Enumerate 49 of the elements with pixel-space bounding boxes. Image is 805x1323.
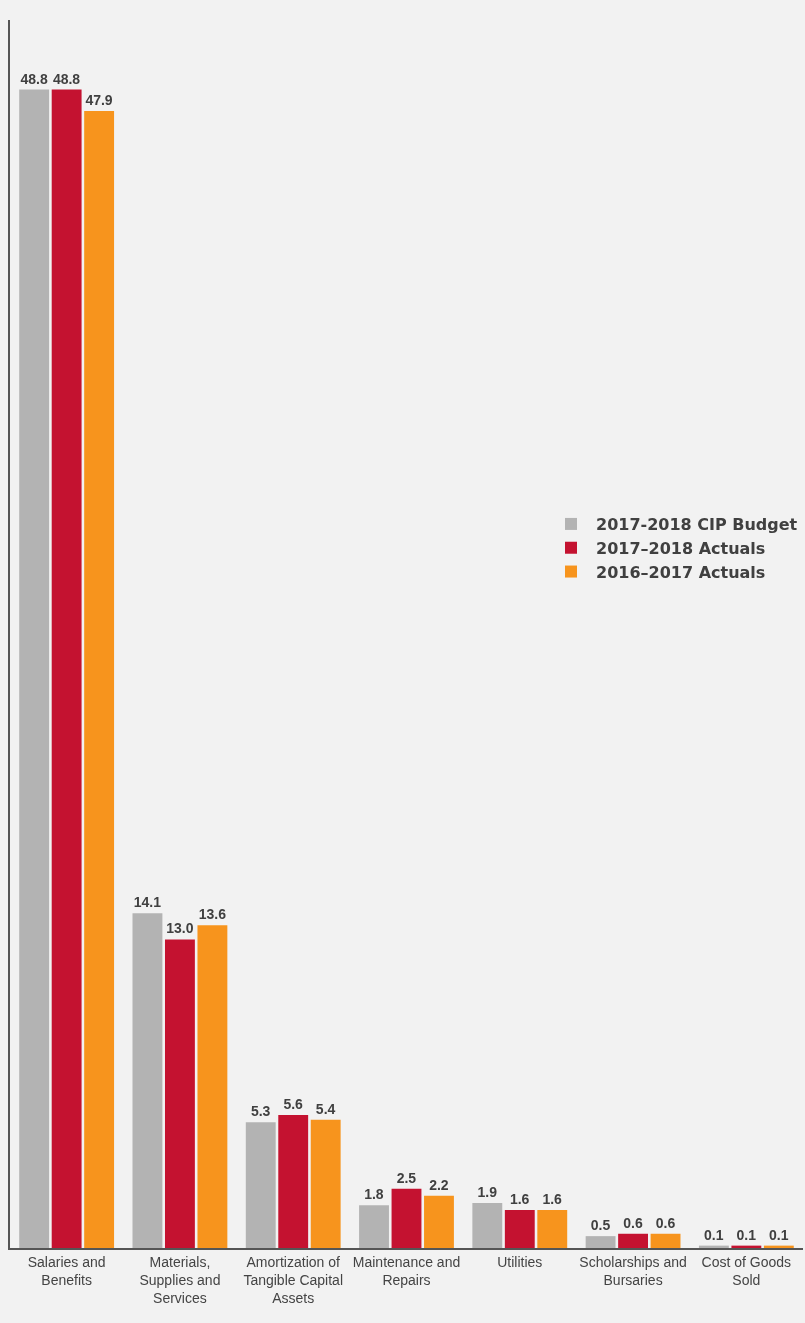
bar	[310, 1119, 341, 1248]
data-label: 1.9	[477, 1183, 498, 1200]
bar	[197, 925, 228, 1248]
data-label: 0.1	[704, 1226, 724, 1243]
x-tick-label: Maintenance and Repairs	[352, 1253, 461, 1288]
bar	[585, 1236, 616, 1248]
data-label: 0.1	[768, 1226, 789, 1243]
bar	[132, 913, 163, 1248]
legend-label: 2017-2018 CIP Budget	[596, 515, 798, 535]
bar	[84, 110, 115, 1248]
data-label: 13.6	[198, 906, 227, 923]
x-tick-label: Amortization of Tangible Capital Assets	[243, 1253, 344, 1307]
x-tick-label: Materials, Supplies and Services	[139, 1253, 221, 1307]
bar	[424, 1195, 454, 1248]
data-label: 5.3	[250, 1103, 271, 1120]
data-label: 5.4	[315, 1100, 336, 1117]
bar	[278, 1115, 309, 1248]
bar	[19, 89, 50, 1248]
data-label: 48.8	[20, 70, 48, 87]
bar	[650, 1233, 681, 1248]
bar	[359, 1205, 389, 1248]
x-tick-label: Utilities	[497, 1253, 543, 1270]
bar	[51, 89, 82, 1248]
legend-label: 2016–2017 Actuals	[596, 562, 766, 582]
data-label: 48.8	[52, 70, 81, 87]
data-label: 0.6	[623, 1214, 643, 1231]
data-label: 13.0	[166, 920, 194, 937]
data-label: 2.5	[396, 1169, 417, 1186]
x-tick-label: Scholarships and Bursaries	[579, 1253, 687, 1288]
data-label: 1.6	[542, 1191, 563, 1208]
x-tick-label: Cost of Goods Sold	[701, 1253, 792, 1288]
bar	[164, 939, 195, 1248]
bar	[245, 1122, 276, 1248]
data-label: 14.1	[133, 894, 162, 911]
bar	[472, 1202, 503, 1248]
bar	[391, 1188, 422, 1248]
bar	[537, 1210, 568, 1248]
data-label: 1.6	[509, 1191, 530, 1208]
data-label: 0.6	[655, 1214, 676, 1231]
data-label: 0.5	[590, 1217, 611, 1234]
data-label: 1.8	[364, 1186, 384, 1203]
x-tick-label: Salaries and Benefits	[27, 1253, 106, 1288]
bar	[618, 1233, 649, 1248]
data-label: 2.2	[429, 1176, 449, 1193]
legend-label: 2017–2018 Actuals	[596, 538, 766, 558]
data-label: 0.1	[736, 1226, 757, 1243]
data-label: 5.6	[283, 1096, 304, 1113]
bar	[504, 1210, 535, 1248]
data-label: 47.9	[85, 91, 113, 108]
